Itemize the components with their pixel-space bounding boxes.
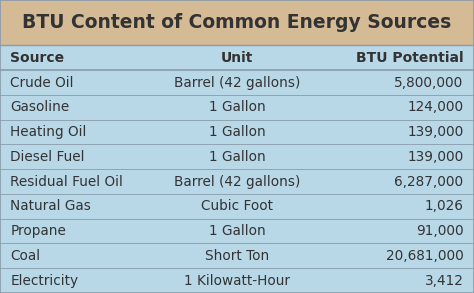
Text: Crude Oil: Crude Oil [10, 76, 74, 90]
Text: Barrel (42 gallons): Barrel (42 gallons) [174, 76, 300, 90]
Text: Short Ton: Short Ton [205, 249, 269, 263]
Text: 1 Gallon: 1 Gallon [209, 100, 265, 114]
Text: 1,026: 1,026 [425, 199, 464, 213]
Text: 1 Gallon: 1 Gallon [209, 150, 265, 164]
Text: Barrel (42 gallons): Barrel (42 gallons) [174, 175, 300, 189]
Text: 20,681,000: 20,681,000 [386, 249, 464, 263]
Text: BTU Potential: BTU Potential [356, 51, 464, 65]
Text: 3,412: 3,412 [425, 274, 464, 288]
Text: 6,287,000: 6,287,000 [394, 175, 464, 189]
Text: Diesel Fuel: Diesel Fuel [10, 150, 85, 164]
Text: 1 Kilowatt-Hour: 1 Kilowatt-Hour [184, 274, 290, 288]
Text: Source: Source [10, 51, 64, 65]
Text: 1 Gallon: 1 Gallon [209, 224, 265, 238]
Text: BTU Content of Common Energy Sources: BTU Content of Common Energy Sources [22, 13, 452, 32]
Text: Residual Fuel Oil: Residual Fuel Oil [10, 175, 123, 189]
Bar [0, 45, 474, 293]
Text: Propane: Propane [10, 224, 66, 238]
Text: 91,000: 91,000 [416, 224, 464, 238]
Text: Coal: Coal [10, 249, 41, 263]
Text: 124,000: 124,000 [408, 100, 464, 114]
Text: Natural Gas: Natural Gas [10, 199, 91, 213]
Text: Cubic Foot: Cubic Foot [201, 199, 273, 213]
Text: 139,000: 139,000 [407, 125, 464, 139]
Text: Electricity: Electricity [10, 274, 79, 288]
Text: 139,000: 139,000 [407, 150, 464, 164]
Text: Gasoline: Gasoline [10, 100, 70, 114]
Text: 1 Gallon: 1 Gallon [209, 125, 265, 139]
Text: Unit: Unit [221, 51, 253, 65]
Text: 5,800,000: 5,800,000 [394, 76, 464, 90]
Text: Heating Oil: Heating Oil [10, 125, 87, 139]
Bar [0, 0, 474, 45]
